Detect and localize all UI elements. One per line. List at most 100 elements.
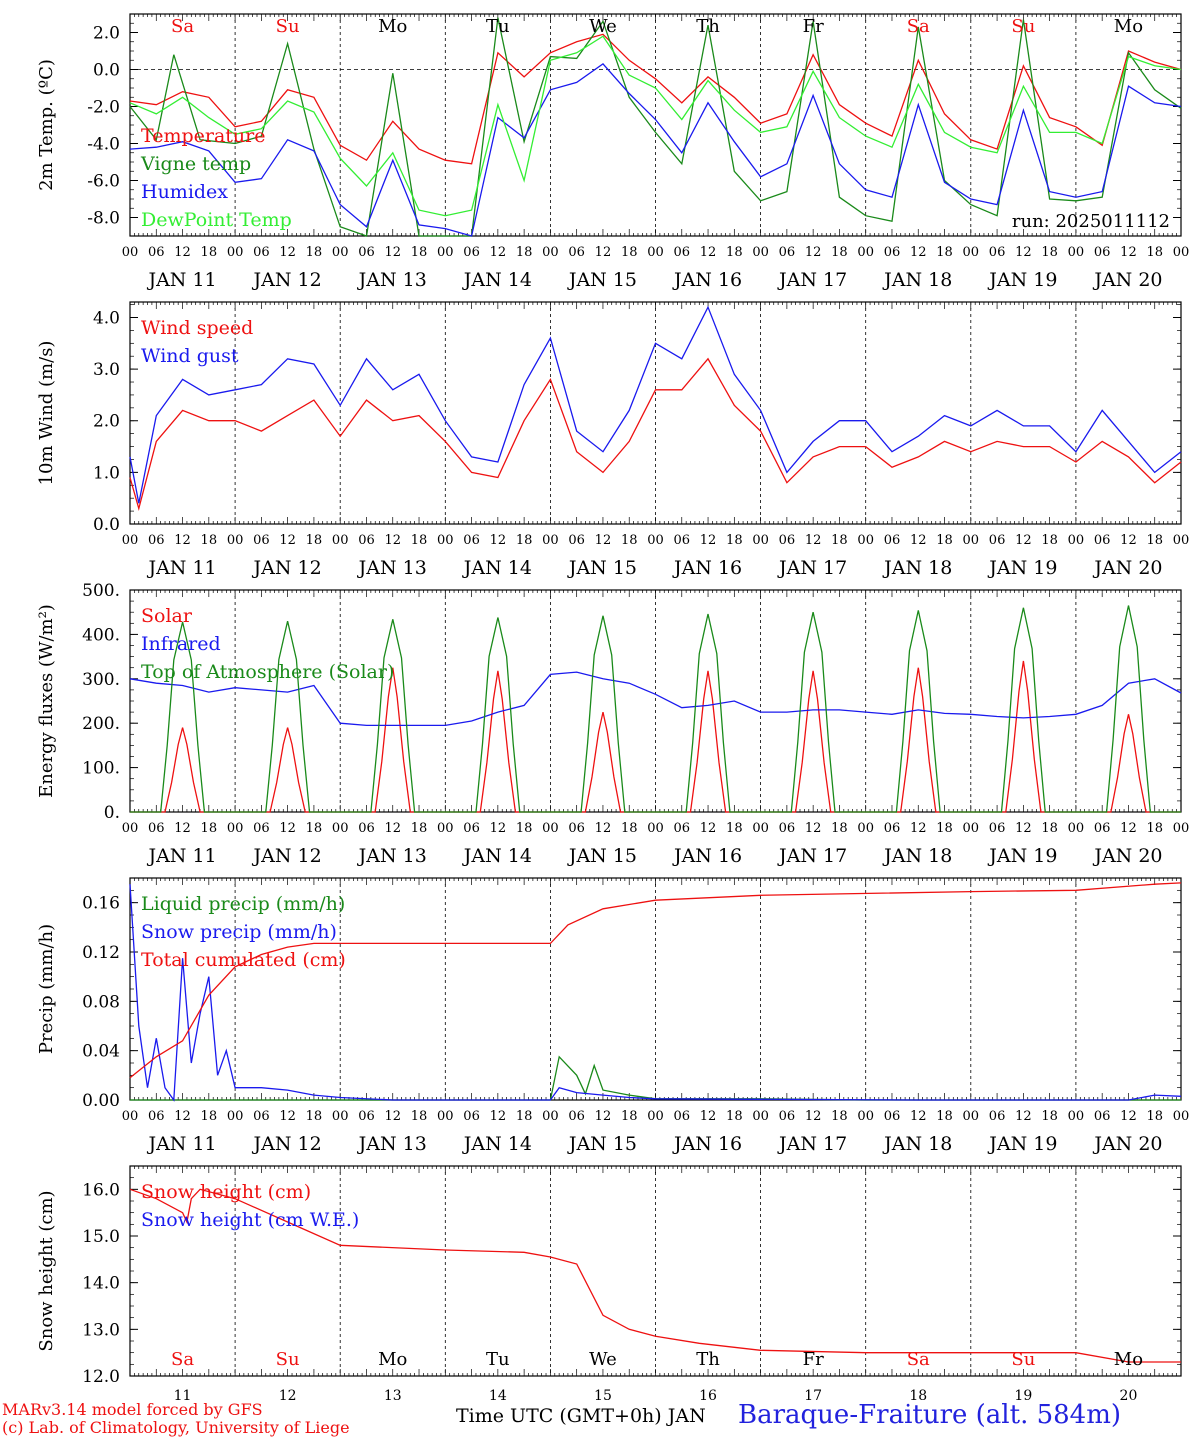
y-tick-label: 200. — [82, 714, 120, 734]
hour-tick-label: 00 — [227, 821, 244, 836]
hour-tick-label: 06 — [568, 245, 585, 260]
date-label: JAN 16 — [672, 557, 742, 579]
series-line-total-cumulated-cm- — [129, 882, 1182, 1079]
y-axis-label: 2m Temp. (ºC) — [36, 59, 57, 191]
hour-tick-label: 18 — [726, 245, 743, 260]
hour-tick-label: 18 — [306, 533, 323, 548]
series-line-dewpoint-temp — [129, 35, 1182, 217]
hour-tick-label: 18 — [936, 533, 953, 548]
hour-tick-label: 00 — [1173, 533, 1190, 548]
hour-tick-label: 12 — [805, 821, 822, 836]
hour-tick-label: 12 — [700, 533, 717, 548]
hour-tick-label: 06 — [358, 821, 375, 836]
hour-tick-label: 06 — [674, 245, 691, 260]
hour-tick-label: 06 — [358, 245, 375, 260]
date-label: JAN 11 — [146, 1133, 216, 1155]
series-line-infrared — [129, 671, 1182, 727]
hour-tick-label: 00 — [647, 533, 664, 548]
hour-tick-label: 12 — [384, 245, 401, 260]
hour-tick-label: 00 — [752, 245, 769, 260]
hour-tick-label: 12 — [1120, 245, 1137, 260]
date-label: JAN 12 — [252, 557, 322, 579]
panel-2 — [129, 301, 1182, 525]
hour-tick-label: 06 — [148, 821, 165, 836]
y-axis-label: 10m Wind (m/s) — [36, 341, 57, 486]
day-number-label: 14 — [489, 1388, 507, 1404]
date-label: JAN 13 — [357, 1133, 427, 1155]
date-label: JAN 20 — [1092, 557, 1162, 579]
hour-tick-label: 18 — [201, 821, 218, 836]
panel-5 — [129, 1165, 1182, 1377]
legend-entry: Solar — [141, 605, 193, 627]
hour-tick-label: 00 — [1173, 1109, 1190, 1124]
hour-tick-label: 18 — [306, 821, 323, 836]
day-number-label: 18 — [909, 1388, 927, 1404]
hour-tick-label: 06 — [989, 821, 1006, 836]
hour-tick-label: 00 — [857, 821, 874, 836]
date-label: JAN 17 — [777, 269, 847, 291]
hour-tick-label: 00 — [542, 1109, 559, 1124]
date-label: JAN 20 — [1092, 269, 1162, 291]
hour-tick-label: 12 — [384, 1109, 401, 1124]
legend-entry: Wind speed — [141, 317, 253, 339]
hour-tick-label: 00 — [332, 821, 349, 836]
hour-tick-label: 00 — [227, 1109, 244, 1124]
series-line-top-of-atmosphere-solar- — [130, 605, 1181, 813]
hour-tick-label: 06 — [1094, 245, 1111, 260]
time-axis-label: Time UTC (GMT+0h) JAN — [456, 1405, 706, 1427]
y-tick-label: 100. — [82, 759, 120, 779]
hour-tick-label: 12 — [700, 1109, 717, 1124]
y-tick-label: 13.0 — [82, 1320, 120, 1340]
model-credit: MARv3.14 model forced by GFS — [2, 1400, 263, 1419]
y-tick-label: 0. — [104, 803, 120, 823]
series-line-temperature — [129, 33, 1182, 165]
y-tick-label: 0.00 — [82, 1091, 120, 1111]
hour-tick-label: 06 — [568, 821, 585, 836]
hour-tick-label: 18 — [831, 533, 848, 548]
legend-entry: Infrared — [141, 633, 221, 655]
hour-tick-label: 18 — [936, 1109, 953, 1124]
hour-tick-label: 06 — [253, 245, 270, 260]
date-label: JAN 17 — [777, 1133, 847, 1155]
date-label: JAN 14 — [462, 1133, 532, 1155]
hour-tick-label: 18 — [516, 821, 533, 836]
hour-tick-label: 06 — [463, 245, 480, 260]
hour-tick-label: 06 — [148, 245, 165, 260]
y-tick-label: 0.0 — [93, 515, 120, 535]
date-label: JAN 15 — [567, 557, 637, 579]
y-tick-label: -2.0 — [87, 98, 120, 118]
hour-tick-label: 12 — [1120, 1109, 1137, 1124]
hour-tick-label: 12 — [805, 1109, 822, 1124]
hour-tick-label: 18 — [411, 533, 428, 548]
hour-tick-label: 12 — [279, 245, 296, 260]
date-label: JAN 18 — [882, 557, 952, 579]
date-label: JAN 18 — [882, 269, 952, 291]
hour-tick-label: 18 — [621, 245, 638, 260]
panel-1 — [129, 13, 1182, 237]
hour-tick-label: 06 — [674, 533, 691, 548]
hour-tick-label: 00 — [122, 1109, 139, 1124]
hour-tick-label: 00 — [1068, 821, 1085, 836]
hour-tick-label: 00 — [752, 1109, 769, 1124]
day-label: Sa — [907, 16, 930, 37]
date-label: JAN 15 — [567, 1133, 637, 1155]
hour-tick-label: 12 — [384, 533, 401, 548]
hour-tick-label: 12 — [174, 821, 191, 836]
hour-tick-label: 18 — [936, 245, 953, 260]
y-tick-label: 16.0 — [82, 1180, 120, 1200]
legend-entry: Total cumulated (cm) — [141, 949, 346, 971]
hour-tick-label: 18 — [1041, 245, 1058, 260]
y-axis-label: Snow height (cm) — [36, 1190, 57, 1351]
y-tick-label: 4.0 — [93, 308, 120, 328]
hour-tick-label: 06 — [779, 1109, 796, 1124]
hour-tick-label: 06 — [779, 245, 796, 260]
date-label: JAN 12 — [252, 845, 322, 867]
day-label: Tu — [486, 16, 510, 37]
day-label: We — [589, 1349, 617, 1370]
hour-tick-label: 06 — [148, 1109, 165, 1124]
day-number-label: 17 — [804, 1388, 822, 1404]
hour-tick-label: 18 — [411, 1109, 428, 1124]
lab-credit: (c) Lab. of Climatology, University of L… — [2, 1418, 350, 1437]
hour-tick-label: 18 — [411, 821, 428, 836]
date-label: JAN 11 — [146, 845, 216, 867]
